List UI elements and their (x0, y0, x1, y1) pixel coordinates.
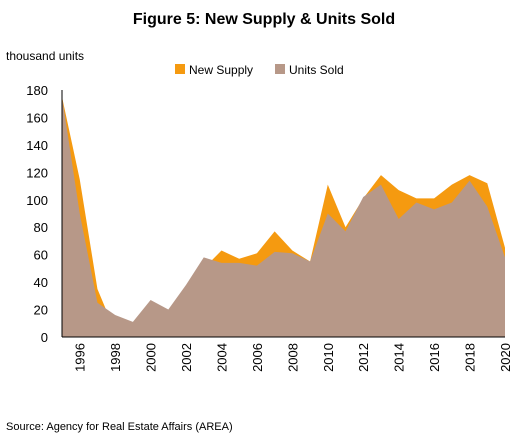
x-tick-label: 2018 (463, 343, 478, 372)
legend: New Supply Units Sold (175, 63, 344, 77)
x-tick-label: 2004 (214, 343, 229, 372)
x-tick-label: 2010 (321, 343, 336, 372)
y-tick-label: 180 (26, 83, 48, 98)
legend-item-new-supply: New Supply (175, 63, 253, 77)
x-tick-label: 2002 (179, 343, 194, 372)
x-tick-label: 2006 (250, 343, 265, 372)
chart-title: Figure 5: New Supply & Units Sold (133, 11, 395, 28)
x-tick-label: 1996 (73, 343, 88, 372)
y-tick-label: 0 (41, 330, 48, 345)
x-tick-label: 2016 (427, 343, 442, 372)
x-tick-labels: 1996 1998 2000 2002 2004 2006 2008 2010 2012 2014… (73, 343, 513, 372)
x-tick-label: 2020 (498, 343, 513, 372)
source-note: Source: Agency for Real Estate Affairs (… (6, 421, 233, 433)
y-tick-labels: 0 20 40 60 80 100 120 140 160 180 (26, 83, 48, 345)
axes (61, 90, 505, 338)
y-tick-label: 40 (34, 275, 48, 290)
series-area-units-sold (62, 96, 505, 337)
y-tick-label: 100 (26, 193, 48, 208)
y-tick-label: 80 (34, 220, 48, 235)
legend-swatch-units-sold (275, 64, 285, 74)
legend-swatch-new-supply (175, 64, 185, 74)
y-tick-label: 140 (26, 138, 48, 153)
legend-label-new-supply: New Supply (189, 63, 253, 77)
plot-areas (62, 96, 505, 337)
x-tick-label: 1998 (108, 343, 123, 372)
x-tick-label: 2008 (285, 343, 300, 372)
y-axis-label: thousand units (6, 49, 84, 63)
y-tick-label: 120 (26, 165, 48, 180)
x-tick-label: 2012 (356, 343, 371, 372)
y-tick-label: 20 (34, 303, 48, 318)
y-tick-label: 60 (34, 248, 48, 263)
legend-item-units-sold: Units Sold (275, 63, 344, 77)
legend-label-units-sold: Units Sold (289, 63, 344, 77)
y-tick-label: 160 (26, 110, 48, 125)
x-tick-label: 2014 (392, 343, 407, 372)
x-tick-label: 2000 (144, 343, 159, 372)
